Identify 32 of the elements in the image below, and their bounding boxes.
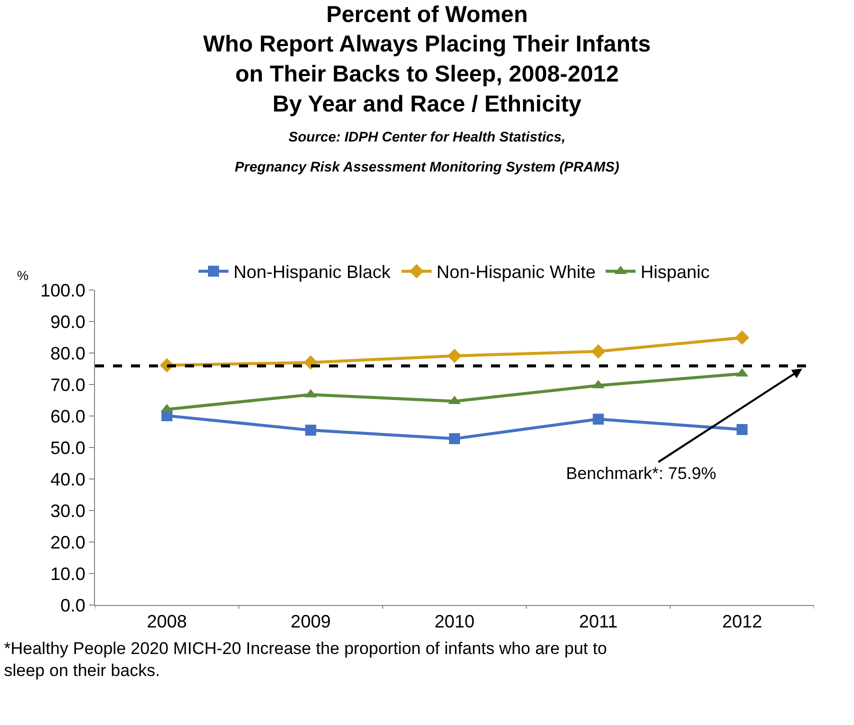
x-tick-label: 2012 <box>722 612 762 632</box>
y-tick-label: 100.0 <box>40 280 86 300</box>
ref-line-label: Benchmark*: 75.9% <box>566 464 716 483</box>
legend-label: Non-Hispanic White <box>436 262 596 282</box>
y-tick-label: 10.0 <box>50 564 86 584</box>
point <box>736 424 748 436</box>
y-tick-label: 30.0 <box>50 500 86 521</box>
x-tick-label: 2009 <box>290 612 331 632</box>
y-tick-label: 50.0 <box>50 438 86 458</box>
chart-title: Percent of Women Who Report Always Placing Their Infants on Their Backs to Sleep, 2008-2012 By Year and Race / Ethnicity <box>203 0 651 116</box>
x-tick-label: 2008 <box>146 612 187 632</box>
chart-subtitle: Source: IDPH Center for Health Statistics, Pregnancy Risk Assessment Monitoring System (PRAMS) <box>234 128 620 174</box>
point <box>449 433 460 444</box>
text: *Healthy People 2020 MICH-20 Increase the proportion of infants who are put to sleep on their backs. <box>4 639 607 680</box>
legend-label: Hispanic <box>640 262 710 282</box>
y-tick-label: 80.0 <box>50 343 86 364</box>
y-tick-label: 60.0 <box>50 406 86 426</box>
point <box>304 355 318 370</box>
x-tick-label: 2011 <box>578 612 618 632</box>
x-tick-label: 2010 <box>434 612 475 632</box>
point <box>592 414 604 425</box>
legend-label: Non-Hispanic Black <box>234 262 392 282</box>
point <box>591 344 606 359</box>
point <box>447 348 462 363</box>
y-tick-label: 20.0 <box>50 532 86 552</box>
y-tick-label: 40.0 <box>50 469 86 490</box>
y-tick-label: 0.0 <box>60 595 86 616</box>
y-axis-title: % <box>17 268 29 283</box>
point <box>305 424 316 436</box>
y-tick-label: 70.0 <box>50 374 86 395</box>
y-tick-label: 90.0 <box>50 312 86 332</box>
point <box>734 330 750 345</box>
